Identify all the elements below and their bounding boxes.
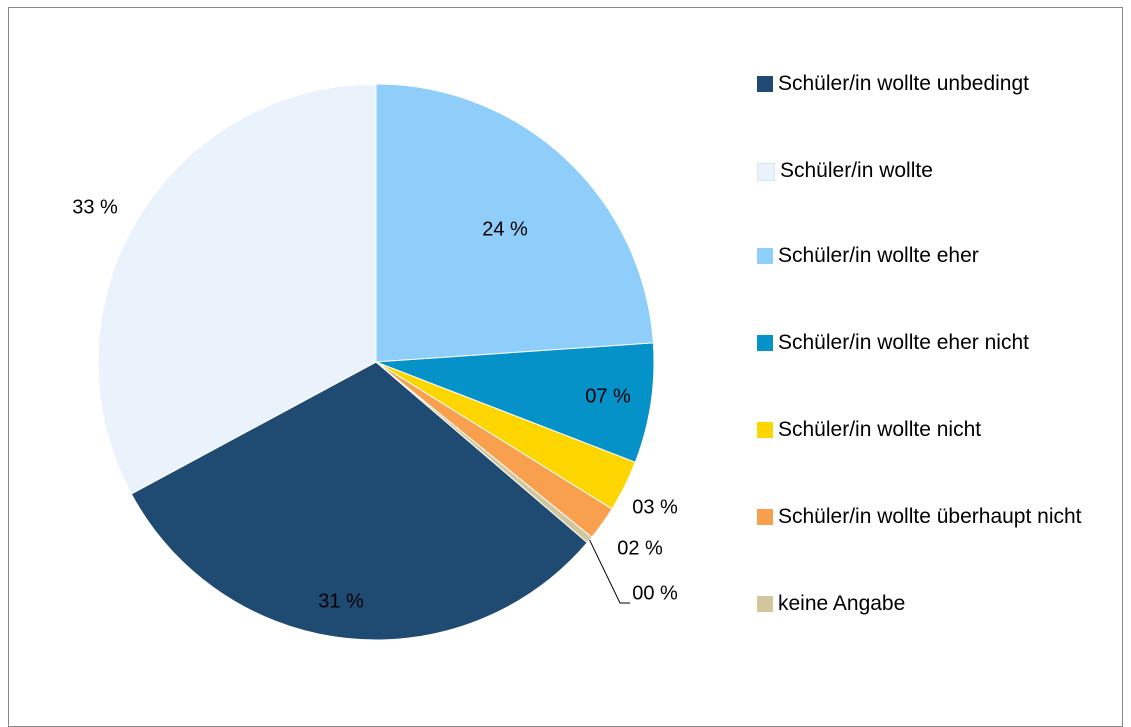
data-label: 33 % [72,196,118,218]
legend-item: Schüler/in wollte eher nicht [757,327,1112,359]
legend-label: Schüler/in wollte eher nicht [778,331,1029,354]
legend-item: Schüler/in wollte nicht [757,414,1112,446]
leader-line [589,539,630,604]
pie-slice [97,83,377,495]
legend-label: Schüler/in wollte eher [778,244,979,267]
legend-item: Schüler/in wollte eher [757,240,1112,272]
pie-slice [375,342,655,463]
legend-swatch [757,422,773,438]
pie-slice [130,361,589,641]
legend-label: Schüler/in wollte nicht [778,418,982,441]
data-label: 03 % [632,496,678,518]
chart: 31 % 33 % 24 % 07 % 03 % 02 % 00 % [72,83,678,641]
data-label: 07 % [585,385,631,407]
legend-item: Schüler/in wollte überhaupt nicht [757,501,1112,533]
legend-swatch [757,76,773,92]
legend-swatch [757,596,773,612]
legend-label: Schüler/in wollte unbedingt [778,72,1029,95]
legend-swatch [757,509,773,525]
legend-swatch [757,163,775,181]
legend-item: keine Angabe [757,588,1112,620]
legend-swatch [757,248,773,264]
data-label: 24 % [482,218,528,240]
data-label: 00 % [632,582,678,604]
pie-slice [375,361,593,544]
legend-label: Schüler/in wollte überhaupt nicht [778,505,1082,528]
legend-swatch [757,335,773,351]
data-label: 31 % [318,590,364,612]
pie-slice [375,83,654,363]
data-label: 02 % [617,537,663,559]
legend-item: Schüler/in wollte unbedingt [757,68,1112,100]
legend-label: Schüler/in wollte [780,159,933,182]
legend-label: keine Angabe [778,592,906,615]
legend-item: Schüler/in wollte [757,155,1112,187]
